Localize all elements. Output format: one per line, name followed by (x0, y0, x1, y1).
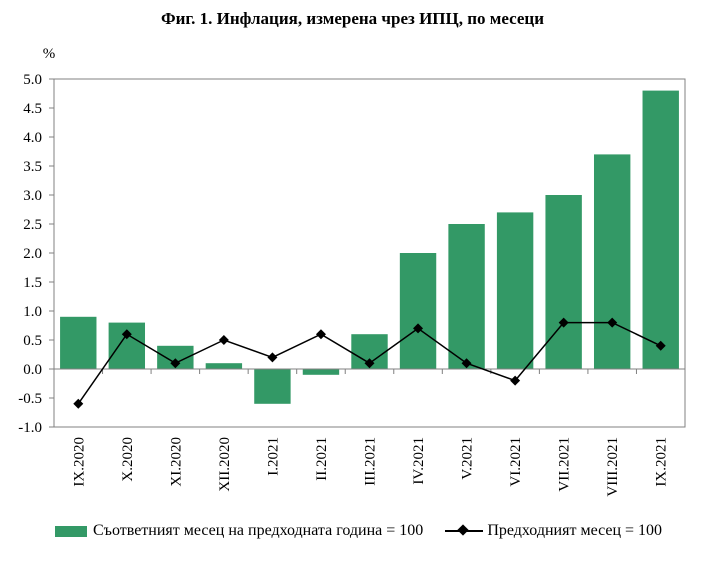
y-tick-label: 1.5 (23, 275, 42, 291)
y-tick-label: 0.5 (23, 333, 42, 349)
x-tick-label: VIII.2021 (605, 437, 621, 497)
bars-layer (60, 90, 679, 404)
line-point-V.2021 (461, 358, 472, 369)
bar-VI.2021 (496, 212, 534, 369)
plot-area-frame (53, 78, 686, 428)
bar-II.2021 (302, 369, 340, 375)
legend-bar-swatch (55, 525, 87, 537)
bar-IV.2021 (399, 253, 437, 369)
y-tick-label: -0.5 (18, 391, 42, 407)
x-tick-label: IV.2021 (411, 437, 427, 485)
line-point-IX.2020 (73, 398, 84, 409)
x-tick-labels: IX.2020 X.2020 XI.2020 XII.2020 I.2021 II.202… (71, 437, 669, 497)
x-tick-label: XII.2020 (217, 437, 233, 492)
line-point-II.2021 (315, 329, 326, 340)
y-tick-label: 4.0 (23, 130, 42, 146)
y-tick-label: 5.0 (23, 72, 42, 88)
y-tick-label: 2.0 (23, 246, 42, 262)
bar-VII.2021 (545, 195, 582, 369)
bar-V.2021 (448, 224, 485, 369)
y-tick-label: 2.5 (23, 217, 42, 233)
x-tick-label: V.2021 (460, 437, 476, 480)
x-tick-label: IX.2020 (71, 437, 87, 487)
x-tick-label: X.2020 (120, 437, 136, 482)
y-tick-label: 4.5 (23, 101, 42, 117)
line-point-I.2021 (267, 352, 278, 363)
line-point-VI.2021 (510, 375, 521, 386)
y-tick-label: 1.0 (23, 304, 42, 320)
y-axis-unit-label: % (43, 46, 56, 62)
bar-IX.2021 (642, 90, 679, 369)
line-point-III.2021 (364, 358, 375, 369)
y-tick-labels: 5.0 4.5 4.0 3.5 3.0 2.5 2.0 1.5 1.0 0.5 0.0 -0.5 -1.… (18, 72, 42, 436)
bar-IX.2020 (60, 316, 97, 369)
x-tick-label: III.2021 (363, 437, 379, 486)
y-tick-label: 3.0 (23, 188, 42, 204)
axis-layer (49, 78, 686, 428)
legend-line-swatch (445, 524, 484, 538)
y-tick-label: -1.0 (18, 420, 42, 436)
bar-XI.2020 (157, 345, 194, 369)
x-tick-label: VI.2021 (508, 437, 524, 487)
chart-title: Фиг. 1. Инфлация, измерена чрез ИПЦ, по … (160, 9, 545, 28)
bar-XII.2020 (205, 363, 243, 369)
y-tick-label: 0.0 (23, 362, 42, 378)
x-tick-label: IX.2021 (654, 437, 670, 487)
bar-VIII.2021 (593, 154, 631, 369)
bar-I.2021 (254, 369, 291, 404)
line-point-IV.2021 (413, 323, 424, 334)
line-point-XII.2020 (218, 335, 229, 345)
line-point-X.2020 (121, 329, 132, 340)
legend-line-label: Предходният месец = 100 (487, 522, 663, 539)
legend: Съответният месец на предходната година … (55, 520, 662, 542)
legend-bar-label: Съответният месец на предходната година … (93, 522, 424, 539)
line-point-VIII.2021 (607, 317, 618, 328)
x-tick-label: XI.2020 (168, 437, 184, 487)
line-point-XI.2020 (170, 358, 181, 369)
line-layer (73, 317, 666, 409)
y-tick-label: 3.5 (23, 159, 42, 175)
x-tick-label: II.2021 (314, 437, 330, 481)
diamond-marker-icon (457, 524, 469, 536)
x-tick-label: I.2021 (265, 437, 281, 476)
line-point-IX.2021 (655, 340, 666, 351)
x-tick-label: VII.2021 (557, 437, 573, 492)
line-point-VII.2021 (558, 317, 569, 328)
